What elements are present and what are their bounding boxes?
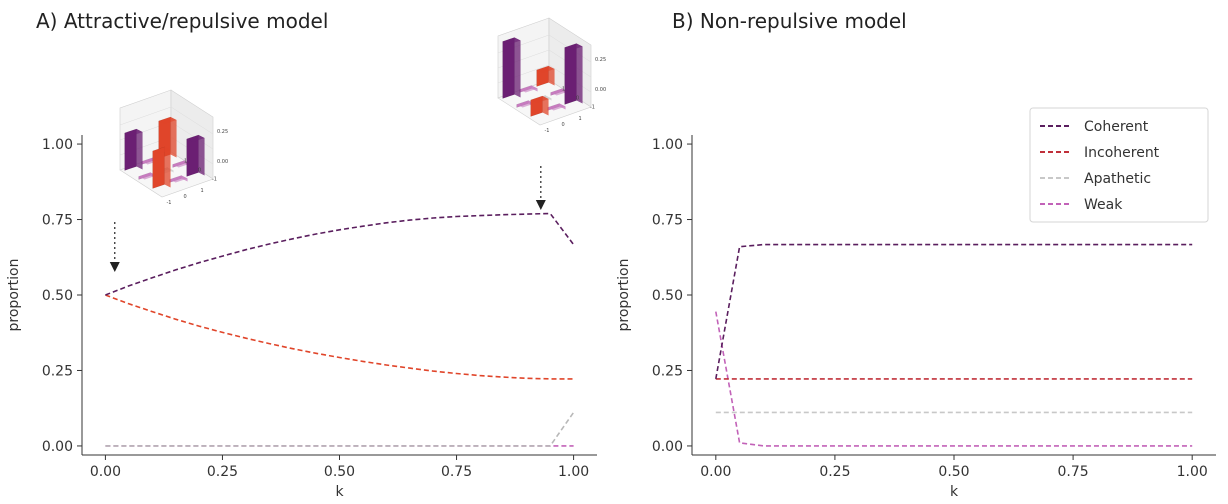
panel-b-title: B) Non-repulsive model: [672, 9, 907, 33]
inset-x-tick-label: -1: [545, 128, 550, 134]
panel-b-y-tick-label: 1.00: [652, 137, 683, 153]
panel-a-y-tick-label: 0.25: [42, 363, 73, 379]
inset-x-tick-label: -1: [167, 200, 172, 206]
panel-b-x-axis-label: k: [950, 484, 959, 500]
inset-x-tick-label: 1: [201, 188, 204, 194]
inset-gridline: [170, 106, 214, 135]
inset-bar-top: [536, 65, 555, 73]
inset-x-tick-label: 1: [579, 116, 582, 122]
panel-a-x-tick-label: 1.00: [558, 464, 589, 480]
panel-a-y-tick-label: 0.50: [42, 288, 73, 304]
panel-a-title: A) Attractive/repulsive model: [36, 9, 328, 33]
panel-b-y-tick-label: 0.75: [652, 213, 683, 229]
inset-bar-side: [170, 116, 177, 158]
inset-x-tick-label: 0: [184, 194, 187, 200]
inset-bar: [564, 43, 577, 105]
panel-b-x-tick-label: 1.00: [1177, 464, 1208, 480]
inset-bar-top: [502, 37, 521, 45]
inset-y-tick-label: 1: [184, 159, 187, 165]
inset-bar-top: [152, 146, 171, 154]
inset-bar-side: [164, 146, 171, 188]
inset-y-tick-label: -1: [590, 105, 595, 111]
inset-y-tick-label: 0: [576, 96, 579, 102]
inset-bar: [502, 37, 515, 99]
inset-bar-top: [169, 175, 188, 183]
inset-y-tick-label: 0: [198, 168, 201, 174]
inset-bar-top: [138, 172, 157, 180]
panel-a-series-apathetic: [105, 411, 575, 447]
inset-bar-side: [514, 37, 521, 98]
inset-bar-side: [548, 65, 555, 86]
inset-bar-top: [530, 95, 549, 103]
inset-bar-top: [158, 116, 177, 124]
inset-pointer-arrowhead: [109, 262, 120, 272]
inset-y-tick-label: 1: [562, 87, 565, 93]
panel-a-x-axis-label: k: [335, 484, 344, 500]
panel-a-x-tick-label: 0.00: [90, 464, 121, 480]
inset-bar-top: [550, 88, 569, 96]
panel-b-x-tick-label: 0.50: [938, 464, 969, 480]
inset-bar-side: [576, 43, 583, 104]
panel-a-series-incoherent: [105, 294, 574, 380]
panel-a-series-coherent: [105, 212, 575, 296]
inset-bar-top: [547, 103, 566, 111]
inset-y-tick-label: -1: [212, 177, 217, 183]
panel-b-series-weak: [715, 311, 1193, 447]
inset-bar-top: [516, 100, 535, 108]
legend-box: [1029, 107, 1209, 223]
inset-bar-side: [542, 95, 549, 116]
inset-pointer-arrowhead: [535, 200, 546, 210]
panel-b-plot: 0.00 0.25 0.50 0.75 1.00 0.00 0.25 0.50 0.75 1.00…: [616, 135, 1216, 500]
panel-a-y-axis-label: proportion: [6, 259, 22, 332]
panel-b-y-axis-label: proportion: [616, 259, 632, 332]
legend-label-weak: Weak: [1084, 197, 1123, 213]
inset-bar-side: [136, 128, 143, 170]
panel-b-y-tick-label: 0.00: [652, 439, 683, 455]
inset-z-tick-label: 0.25: [595, 57, 606, 63]
inset-z-tick-label: 0.00: [217, 159, 228, 165]
panel-b-y-tick-label: 0.25: [652, 363, 683, 379]
panel-b-x-tick-label: 0.25: [819, 464, 850, 480]
panel-b-x-tick-label: 0.00: [700, 464, 731, 480]
panel-a-x-tick-label: 0.75: [441, 464, 472, 480]
inset-bar-side: [198, 134, 205, 176]
inset-bar-top: [172, 160, 191, 168]
inset-gridline: [119, 106, 172, 126]
panel-a-x-tick-label: 0.25: [207, 464, 238, 480]
inset-3d-bar-chart: 0.25 0.00 -1 0 1 1 0 -1: [497, 17, 606, 210]
inset-z-tick-label: 0.25: [217, 129, 228, 135]
panel-b-x-tick-label: 0.75: [1058, 464, 1089, 480]
inset-bar-top: [519, 85, 538, 93]
panel-a-y-tick-label: 0.00: [42, 439, 73, 455]
panel-b-series-coherent: [715, 243, 1193, 380]
panel-a-y-tick-label: 0.75: [42, 213, 73, 229]
legend-label-apathetic: Apathetic: [1084, 171, 1151, 187]
inset-bar-top: [564, 43, 583, 51]
panel-a-x-tick-label: 0.50: [324, 464, 355, 480]
panel-a-y-tick-label: 1.00: [42, 137, 73, 153]
inset-gridline: [170, 121, 214, 150]
inset-z-tick-label: 0.00: [595, 87, 606, 93]
legend-label-incoherent: Incoherent: [1084, 145, 1160, 161]
panel-b-y-tick-label: 0.50: [652, 288, 683, 304]
legend: Coherent Incoherent Apathetic Weak: [1029, 107, 1209, 223]
legend-label-coherent: Coherent: [1084, 119, 1149, 135]
inset-3d-bar-chart: 0.25 0.00 -1 0 1 1 0 -1: [109, 89, 228, 272]
panel-a-insets: 0.25 0.00 -1 0 1 1 0 -1 0.25 0.00 -1 0 1 1 0 -1: [109, 17, 606, 272]
inset-bar-top: [124, 128, 143, 136]
panel-a-plot: 0.00 0.25 0.50 0.75 1.00 0.00 0.25 0.50 0.75 1.00…: [6, 135, 597, 500]
inset-bar-top: [186, 134, 205, 142]
inset-x-tick-label: 0: [562, 122, 565, 128]
